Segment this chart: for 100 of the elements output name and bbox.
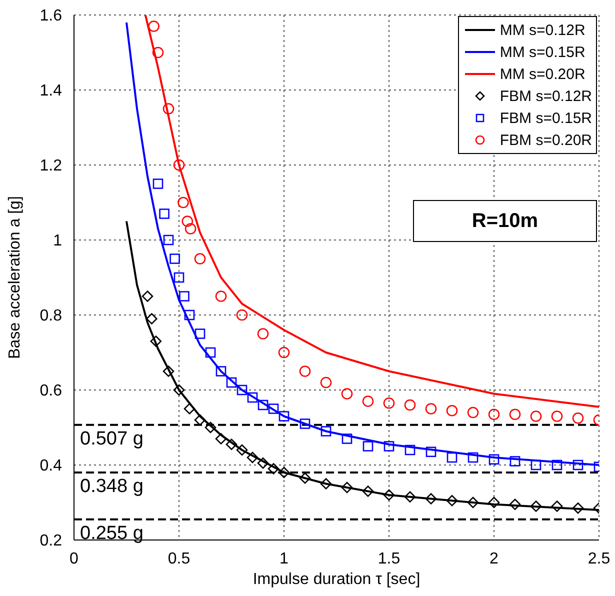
y-tick-label: 1 [53,232,62,250]
point [320,376,332,388]
x-tick-label: 1 [280,550,289,568]
y-tick-label: 1.4 [40,82,62,100]
point [246,452,258,464]
point [226,438,238,450]
point [179,291,190,302]
point [320,478,332,490]
text-box: R=10m [413,200,597,242]
point [184,310,195,320]
point [404,444,416,456]
point [236,309,248,321]
point [278,411,290,422]
point [426,446,436,458]
y-tick-label: 1.6 [40,8,62,25]
point [247,392,258,403]
point [184,223,196,234]
point [341,482,353,494]
point [383,489,395,501]
point [184,403,196,414]
point [215,290,227,302]
x-tick-label: 1.5 [378,550,400,568]
point [362,486,374,497]
point [194,328,206,339]
point [257,457,269,469]
y-tick-label: 1.2 [40,158,62,175]
y-tick-label: 0.4 [40,458,62,475]
point [278,466,290,478]
point [446,452,458,463]
point [468,452,478,463]
point [342,434,352,444]
point [150,336,162,347]
point [530,460,542,470]
point [146,313,158,324]
point [278,346,290,358]
legend-label: MM s=0.12R [500,22,586,38]
point [226,377,237,388]
point [509,408,521,420]
x-tick-label: 2.5 [588,550,610,568]
line-series [144,15,599,408]
point [384,441,394,452]
point [299,366,311,377]
y-axis-title: Base acceleration a [g] [6,196,24,359]
point [530,410,542,422]
point [530,500,542,512]
point [467,496,479,508]
legend-label: MM s=0.20R [500,66,586,82]
y-tick-label: 0.8 [40,308,62,325]
point [404,399,416,411]
point [163,234,174,246]
point [205,347,216,358]
point [159,208,170,219]
point [170,254,180,264]
legend-label: FBM s=0.15R [500,110,592,126]
point [572,460,584,470]
ref-line-label: 0.348 g [80,476,144,497]
point [178,196,189,208]
point [173,384,185,396]
point [551,410,563,422]
point [268,404,279,414]
point [194,414,206,426]
point [425,403,437,414]
point [162,103,174,114]
point [446,494,458,506]
point [488,454,500,465]
x-tick-label: 0.5 [168,550,190,568]
point [148,20,160,32]
point [320,426,332,436]
point [182,216,194,227]
point [510,456,520,466]
legend-label: FBM s=0.12R [500,88,592,104]
x-tick-label: 0 [70,550,79,568]
point [446,404,458,416]
point [174,272,184,283]
point [257,328,269,340]
point [216,366,226,376]
ref-line-label: 0.255 g [80,522,144,544]
point [467,406,479,418]
y-tick-label: 0.2 [40,532,62,550]
y-tick-label: 0.6 [40,382,62,400]
point [142,290,154,302]
point [152,46,164,58]
point [425,493,437,504]
point [173,159,185,171]
point [404,491,416,503]
point [572,502,584,514]
point [236,444,248,456]
point [552,460,562,470]
point [152,178,164,189]
point [162,366,174,377]
legend-label: MM s=0.15R [500,44,586,60]
point [341,388,353,400]
point [572,412,584,424]
point [194,253,206,264]
point [488,496,500,508]
point [258,400,268,410]
point [362,396,374,407]
x-tick-label: 2 [490,550,499,568]
point [362,441,374,452]
point [268,463,280,474]
